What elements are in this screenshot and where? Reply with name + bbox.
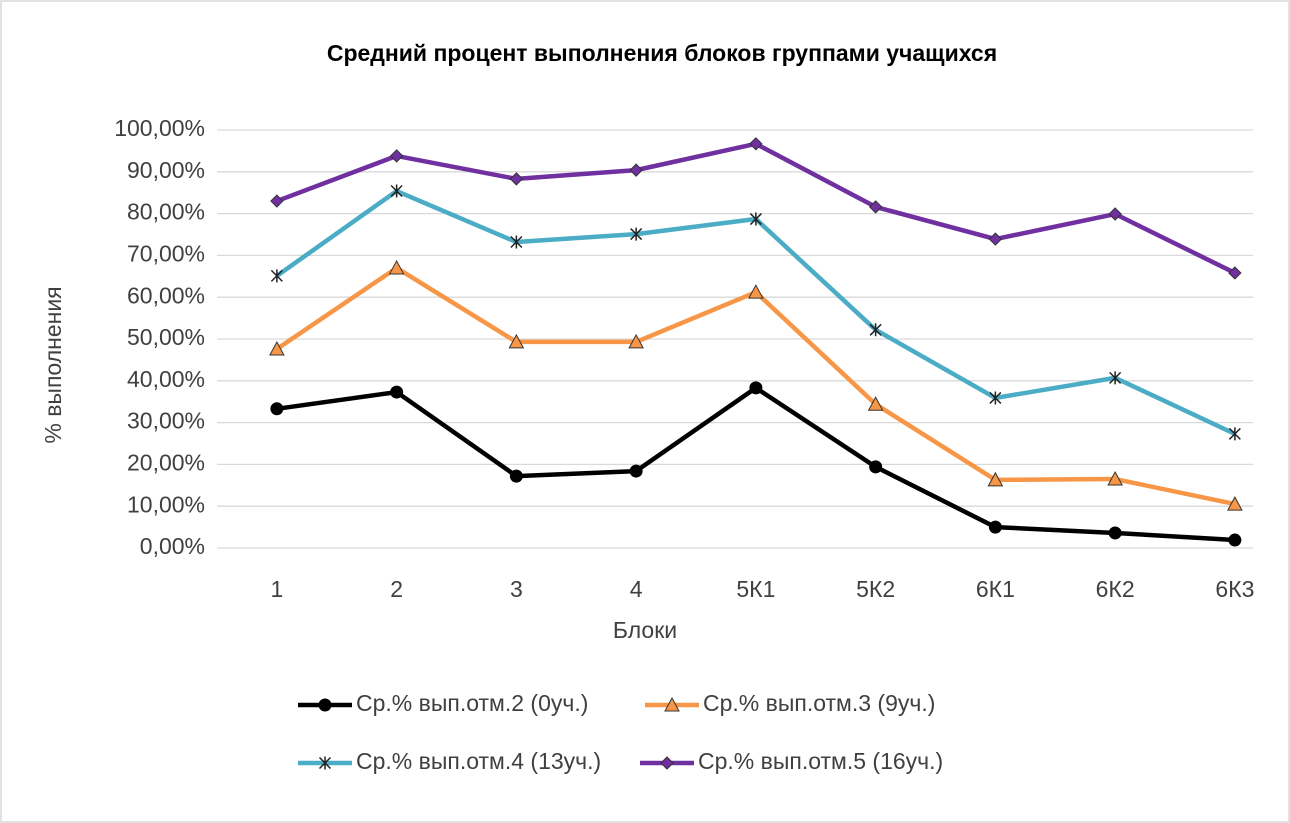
marker [987,471,1004,487]
y-tick-label: 60,00% [127,282,205,308]
y-tick-label: 50,00% [127,324,205,350]
x-tick-label: 1 [270,576,283,602]
marker [1109,371,1122,385]
marker [1228,427,1241,441]
marker [1228,266,1242,280]
marker [1108,526,1122,540]
marker [509,172,524,186]
y-tick-label: 90,00% [127,157,205,183]
marker [630,227,643,241]
marker [988,232,1003,246]
marker [509,469,523,483]
legend-label: Ср.% вып.отм.5 (16уч.) [698,748,943,774]
marker [867,396,884,411]
marker [269,340,285,356]
marker [388,259,405,275]
marker [390,184,403,198]
y-tick-label: 80,00% [127,199,205,225]
legend-label: Ср.% вып.отм.2 (0уч.) [356,690,588,716]
x-tick-label: 3 [510,576,523,602]
x-tick-label: 4 [630,576,643,602]
x-tick-label: 5К2 [856,576,895,602]
marker [270,402,284,416]
chart-title: Средний процент выполнения блоков группа… [327,40,997,66]
y-axis-label: % выполнения [40,286,66,443]
marker [390,385,404,399]
x-tick-label: 2 [390,576,403,602]
legend-label: Ср.% вып.отм.3 (9уч.) [703,690,935,716]
marker [629,163,643,177]
x-axis-label: Блоки [613,617,677,643]
x-tick-label: 6К2 [1096,576,1135,602]
y-tick-label: 10,00% [127,491,205,517]
marker [629,464,643,478]
y-tick-label: 0,00% [140,533,205,559]
marker [510,235,523,249]
marker [988,520,1002,534]
marker [270,194,284,208]
marker [869,323,882,337]
marker [508,333,525,349]
y-tick-label: 30,00% [127,408,205,434]
y-tick-label: 70,00% [127,240,205,266]
marker [270,269,283,283]
y-tick-label: 100,00% [114,115,205,141]
marker [1107,470,1123,486]
legend-label: Ср.% вып.отм.4 (13уч.) [356,748,601,774]
y-tick-label: 40,00% [127,366,205,392]
marker [628,333,644,349]
x-tick-label: 5К1 [736,576,775,602]
marker [868,200,883,214]
x-tick-label: 6К3 [1215,576,1254,602]
x-tick-label: 6К1 [976,576,1015,602]
marker [318,756,332,770]
marker [749,212,762,226]
marker [869,460,883,474]
marker [749,381,763,395]
y-tick-label: 20,00% [127,449,205,475]
marker [749,137,763,151]
marker [1227,496,1243,511]
marker [318,698,332,712]
marker [1228,533,1242,547]
marker [664,696,680,712]
marker [989,391,1002,405]
marker [1108,207,1122,221]
marker [748,284,764,299]
marker [389,149,404,163]
marker [660,756,674,770]
